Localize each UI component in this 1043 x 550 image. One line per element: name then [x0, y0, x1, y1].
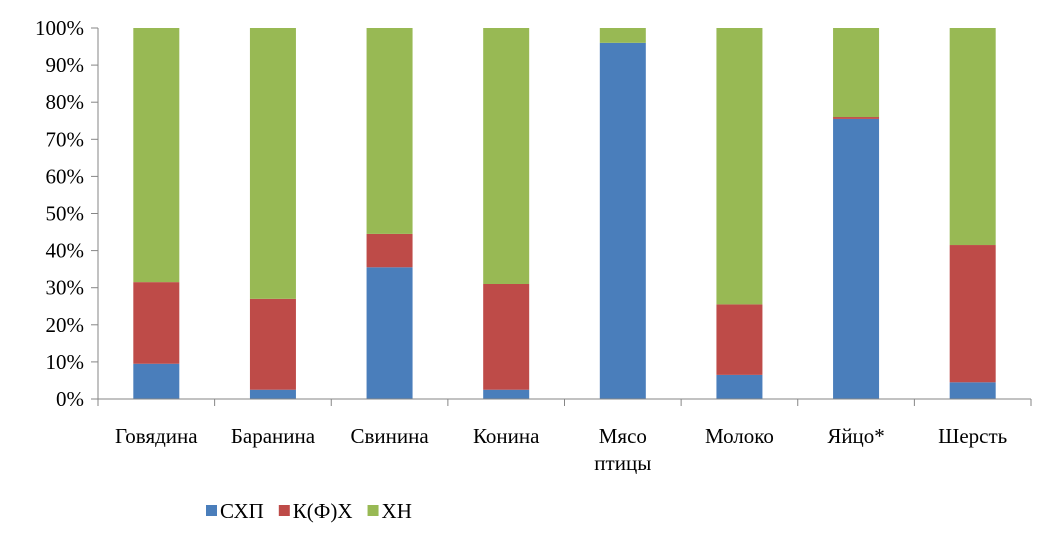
bar-segment — [483, 28, 530, 284]
bar-segment — [249, 298, 296, 390]
y-tick-label: 10% — [46, 350, 85, 374]
x-tick-label: Яйцо* — [827, 424, 884, 448]
y-tick-label: 80% — [46, 90, 85, 114]
legend: СХП К(Ф)Х ХН — [206, 499, 412, 523]
y-tick-label: 90% — [46, 53, 85, 77]
bar-segment — [949, 28, 996, 246]
bar-segment — [366, 28, 413, 234]
x-tick-label: Говядина — [115, 424, 198, 448]
x-tick-label: Молоко — [705, 424, 774, 448]
legend-label: ХН — [382, 499, 412, 523]
y-tick-label: 70% — [46, 127, 85, 151]
legend-swatch — [278, 505, 290, 516]
bar-segment — [249, 389, 296, 399]
legend-label: СХП — [220, 499, 264, 523]
bar-segment — [249, 28, 296, 299]
y-tick-label: 30% — [46, 276, 85, 300]
bar-segment — [949, 382, 996, 399]
bar-segment — [133, 282, 180, 364]
bar-segment — [833, 117, 880, 119]
bar-segment — [366, 233, 413, 268]
x-tick-label: Конина — [473, 424, 540, 448]
y-tick-label: 50% — [46, 202, 85, 226]
bars — [133, 28, 996, 400]
x-tick-label: Шерсть — [938, 424, 1007, 448]
legend-swatch — [206, 505, 217, 516]
bar-segment — [483, 283, 530, 390]
bar-segment — [716, 304, 763, 375]
bar-segment — [366, 267, 413, 399]
bar-segment — [133, 28, 180, 283]
legend-swatch — [367, 505, 379, 516]
y-tick-label: 100% — [35, 16, 84, 40]
legend-label: К(Ф)Х — [293, 499, 353, 523]
bar-segment — [949, 245, 996, 383]
bar-segment — [833, 28, 880, 118]
y-tick-label: 60% — [46, 164, 85, 188]
bar-segment — [599, 42, 646, 400]
bar-segment — [599, 28, 646, 43]
x-axis: Говядина Баранина Свинина Конина Мясо птицы Мо… — [97, 398, 1032, 475]
x-tick-label: Свинина — [350, 424, 429, 448]
bar-segment — [483, 389, 530, 399]
y-axis: 0% 10% 20% 30% 40% 50% 60% 70% 80% 90% 100% — [35, 16, 99, 411]
bar-segment — [716, 374, 763, 399]
y-tick-label: 0% — [56, 387, 84, 411]
bar-segment — [833, 118, 880, 400]
y-tick-label: 40% — [46, 239, 85, 263]
y-tick-label: 20% — [46, 313, 85, 337]
x-tick-label: Баранина — [231, 424, 316, 448]
x-tick-label: Мясо птицы — [594, 424, 651, 475]
bar-segment — [133, 363, 180, 399]
bar-segment — [716, 28, 763, 305]
